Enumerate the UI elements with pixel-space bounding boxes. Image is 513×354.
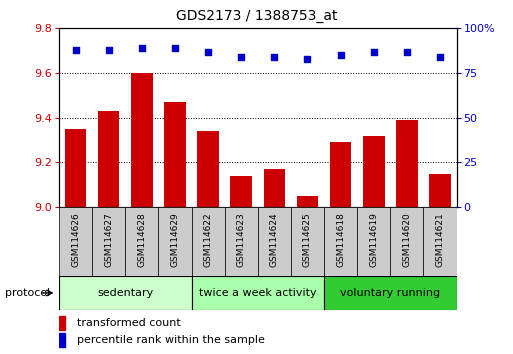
Bar [324, 207, 357, 276]
Bar [363, 136, 385, 207]
Bar [390, 207, 423, 276]
Point [71, 47, 80, 53]
Text: GSM114618: GSM114618 [336, 213, 345, 268]
Text: GSM114628: GSM114628 [137, 213, 146, 267]
Point [105, 47, 113, 53]
Bar [191, 207, 225, 276]
Text: twice a week activity: twice a week activity [199, 288, 317, 298]
Bar [159, 207, 191, 276]
Bar [198, 131, 219, 207]
Point [137, 45, 146, 51]
Bar [357, 207, 390, 276]
Bar [258, 207, 291, 276]
Point [337, 52, 345, 58]
Point [171, 45, 179, 51]
Text: protocol: protocol [5, 288, 50, 298]
Bar [225, 207, 258, 276]
Text: voluntary running: voluntary running [340, 288, 440, 298]
Bar [65, 129, 86, 207]
Text: GSM114621: GSM114621 [436, 213, 444, 267]
Bar [59, 207, 92, 276]
Point [303, 56, 311, 62]
Bar [191, 276, 324, 310]
Text: GSM114627: GSM114627 [104, 213, 113, 267]
Bar [164, 102, 186, 207]
Point [204, 49, 212, 55]
Point [270, 54, 279, 60]
Bar [423, 207, 457, 276]
Text: GSM114620: GSM114620 [402, 213, 411, 267]
Bar [324, 276, 457, 310]
Text: GSM114619: GSM114619 [369, 213, 378, 268]
Bar [330, 142, 351, 207]
Bar [98, 111, 120, 207]
Text: GSM114624: GSM114624 [270, 213, 279, 267]
Text: sedentary: sedentary [97, 288, 153, 298]
Bar [92, 207, 125, 276]
Bar [59, 333, 66, 348]
Point [403, 49, 411, 55]
Bar [291, 207, 324, 276]
Text: GSM114626: GSM114626 [71, 213, 80, 267]
Point [370, 49, 378, 55]
Point [436, 54, 444, 60]
Bar [297, 196, 318, 207]
Text: percentile rank within the sample: percentile rank within the sample [77, 336, 265, 346]
Bar [396, 120, 418, 207]
Text: GSM114622: GSM114622 [204, 213, 212, 267]
Text: GDS2173 / 1388753_at: GDS2173 / 1388753_at [176, 9, 337, 23]
Bar [264, 169, 285, 207]
Bar [59, 316, 66, 330]
Text: GSM114629: GSM114629 [170, 213, 180, 267]
Text: GSM114625: GSM114625 [303, 213, 312, 267]
Bar [429, 173, 451, 207]
Point [237, 54, 245, 60]
Bar [59, 276, 191, 310]
Bar [230, 176, 252, 207]
Bar [131, 73, 152, 207]
Text: transformed count: transformed count [77, 318, 181, 328]
Text: GSM114623: GSM114623 [236, 213, 246, 267]
Bar [125, 207, 159, 276]
